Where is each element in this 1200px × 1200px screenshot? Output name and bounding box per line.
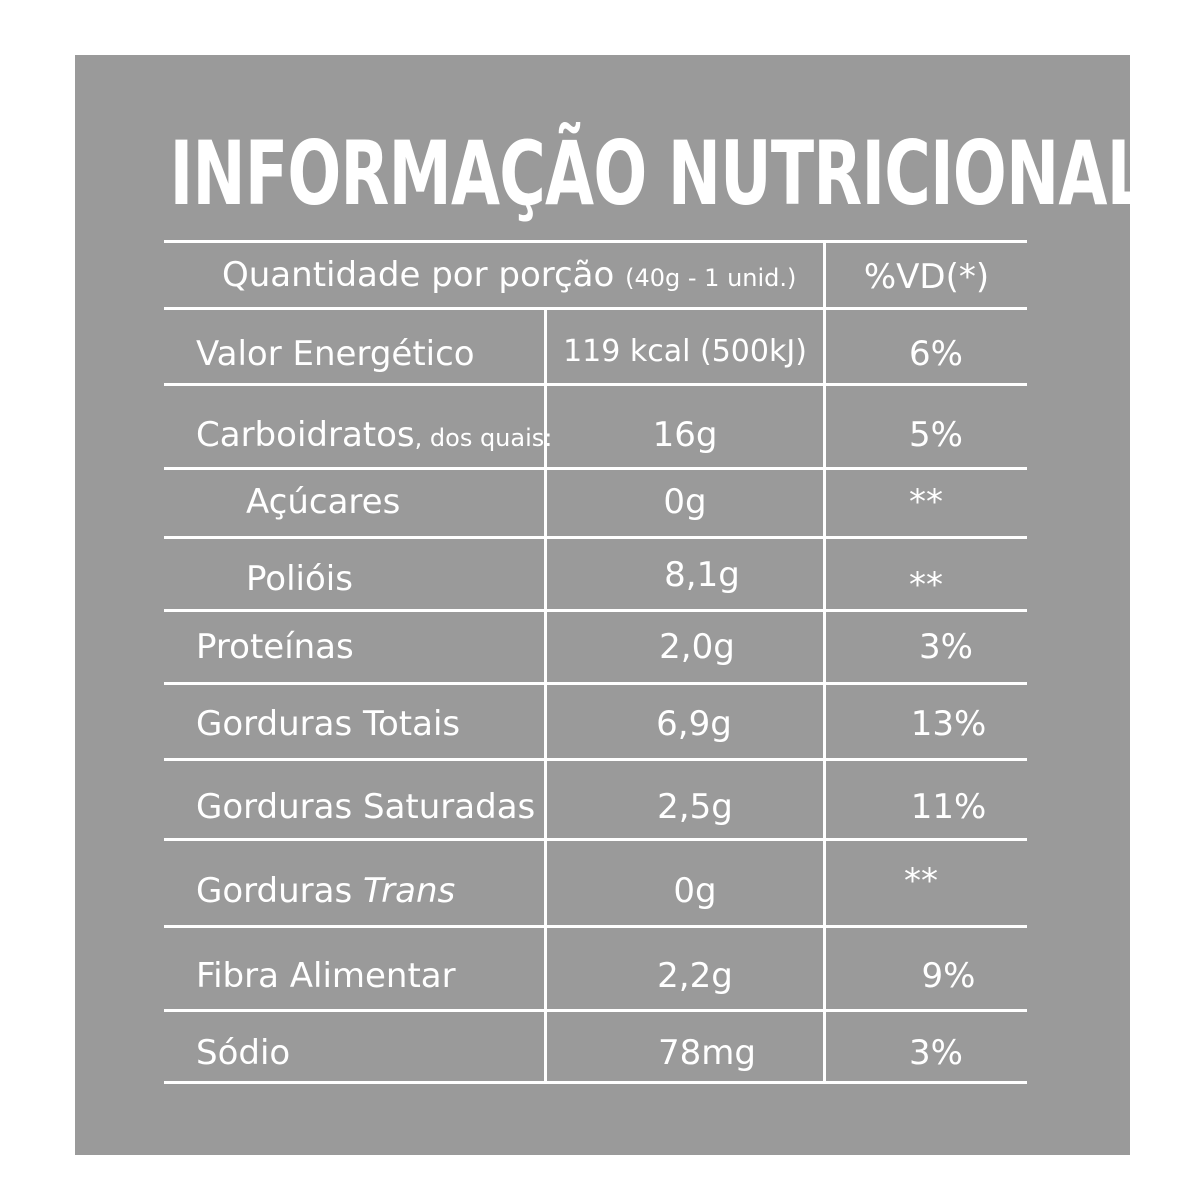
nutrition-panel: [75, 55, 1130, 1155]
nutrient-label-suffix: , dos quais:: [414, 424, 553, 452]
column-divider: [544, 307, 547, 1084]
table-rule: [164, 536, 1027, 539]
nutrient-amount: 0g: [673, 871, 717, 911]
serving-label: Quantidade por porção: [222, 255, 615, 295]
nutrition-table: Quantidade por porção (40g - 1 unid.) %V…: [164, 240, 1027, 1084]
nutrient-dv: **: [909, 565, 943, 605]
nutrient-label-main: Carboidratos: [196, 415, 415, 455]
table-rule: [164, 609, 1027, 612]
nutrient-dv: 3%: [919, 627, 973, 667]
nutrient-dv: **: [904, 861, 938, 901]
dv-header: %VD(*): [863, 257, 990, 297]
nutrient-dv: **: [909, 482, 943, 522]
table-rule: [164, 758, 1027, 761]
nutrient-amount: 2,5g: [657, 787, 733, 827]
nutrient-dv: 6%: [909, 334, 963, 374]
nutrient-label: Gorduras Saturadas: [196, 787, 536, 827]
nutrient-amount: 8,1g: [664, 555, 740, 595]
nutrient-label-main: Gorduras: [196, 871, 363, 911]
table-rule: [164, 307, 1027, 310]
nutrient-label: Açúcares: [246, 482, 401, 522]
table-rule: [164, 925, 1027, 928]
table-rule: [164, 467, 1027, 470]
nutrient-label: Carboidratos, dos quais:: [196, 418, 552, 452]
nutrient-amount: 6,9g: [656, 704, 732, 744]
nutrient-label: Polióis: [246, 559, 353, 599]
nutrient-amount: 2,0g: [659, 627, 735, 667]
nutrient-dv: 13%: [910, 704, 987, 744]
nutrient-label: Sódio: [196, 1033, 291, 1073]
nutrient-label: Gorduras Trans: [196, 874, 455, 908]
nutrient-dv: 9%: [921, 956, 976, 996]
nutrient-amount: 78mg: [658, 1033, 756, 1073]
serving-header: Quantidade por porção (40g - 1 unid.): [222, 258, 796, 292]
nutrient-amount: 0g: [663, 482, 707, 522]
nutrient-dv: 11%: [910, 787, 987, 827]
table-rule: [164, 383, 1027, 386]
nutrient-amount: 119 kcal (500kJ): [563, 334, 807, 369]
nutrient-label-italic: Trans: [363, 871, 456, 911]
table-rule: [164, 682, 1027, 685]
page-title: INFORMAÇÃO NUTRICIONAL: [169, 122, 1147, 225]
nutrient-label: Fibra Alimentar: [196, 956, 456, 996]
nutrient-amount: 2,2g: [657, 956, 733, 996]
nutrient-label: Valor Energético: [196, 334, 475, 374]
nutrient-amount: 16g: [652, 415, 718, 455]
table-rule: [164, 1009, 1027, 1012]
table-rule: [164, 240, 1027, 243]
serving-size: (40g - 1 unid.): [625, 264, 797, 292]
column-divider: [823, 240, 826, 1084]
nutrient-label: Proteínas: [196, 627, 354, 667]
nutrient-dv: 5%: [909, 415, 963, 455]
table-rule: [164, 838, 1027, 841]
nutrient-label: Gorduras Totais: [196, 704, 461, 744]
nutrient-dv: 3%: [909, 1033, 963, 1073]
table-rule: [164, 1081, 1027, 1084]
